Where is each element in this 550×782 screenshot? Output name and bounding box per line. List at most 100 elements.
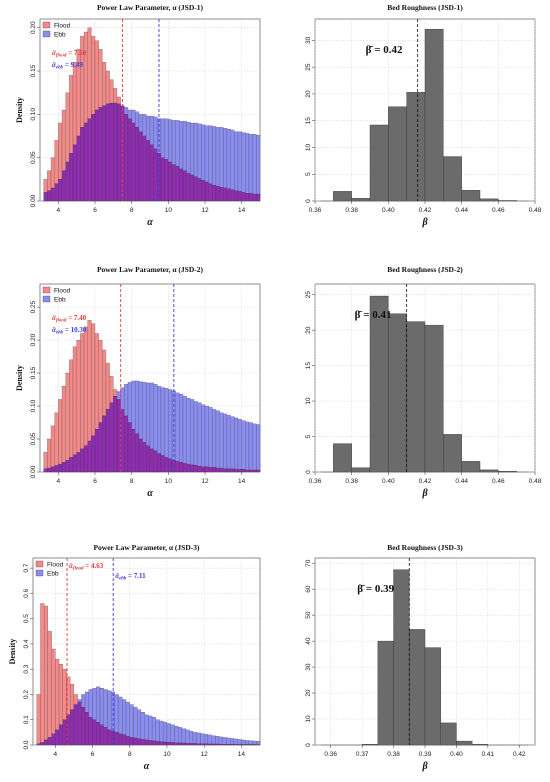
x-tick-label: 0.42: [419, 478, 432, 485]
bar-ebb: [144, 714, 149, 741]
bar-ebb: [77, 699, 82, 703]
y-tick-label: 0.05: [30, 432, 37, 445]
bar-ebb: [248, 422, 253, 471]
bar-ebb: [207, 734, 212, 745]
bar-flood: [58, 122, 63, 180]
bar-overlap: [65, 460, 70, 473]
x-tick-label: 0.44: [455, 207, 468, 214]
bar-ebb: [155, 719, 160, 742]
x-tick-label: 0.44: [455, 478, 468, 485]
bar-beta: [369, 295, 389, 473]
bar-beta: [351, 467, 371, 473]
bar-overlap: [72, 454, 77, 473]
bar-overlap: [83, 122, 88, 202]
bar-overlap: [118, 733, 123, 746]
bar-flood: [47, 631, 52, 738]
bar-overlap: [58, 724, 63, 746]
bar-overlap: [138, 131, 143, 202]
bar-overlap: [72, 144, 77, 202]
x-tick-label: 6: [93, 207, 97, 214]
bar-ebb: [168, 389, 173, 459]
bar-overlap: [83, 445, 88, 473]
bar-overlap: [204, 743, 209, 746]
bar-ebb: [129, 704, 134, 738]
bar-beta: [479, 198, 499, 202]
bar-flood: [69, 359, 74, 458]
bar-overlap: [114, 732, 119, 746]
y-tick-label: 0.20: [30, 333, 37, 346]
mean-symbol: ᾱ: [69, 562, 73, 570]
bar-flood: [58, 664, 63, 725]
bar-overlap: [159, 741, 164, 746]
bar-overlap: [58, 179, 63, 202]
bar-ebb: [248, 740, 253, 745]
bar-overlap: [248, 193, 253, 202]
panel-3: Power Law Parameter, α (JSD-2) Flood Ebb ᾱf…: [15, 265, 261, 499]
bar-ebb: [256, 741, 261, 745]
bar-overlap: [256, 193, 261, 202]
y-tick-label: 20: [305, 689, 312, 697]
bar-overlap: [182, 170, 187, 202]
bar-overlap: [153, 450, 158, 473]
bar-flood: [94, 333, 99, 430]
bar-ebb: [223, 413, 228, 469]
bar-flood: [113, 88, 118, 104]
bar-flood: [94, 40, 99, 111]
bar-overlap: [174, 742, 179, 746]
bar-ebb: [197, 123, 202, 179]
panel-title: Bed Roughness (JSD-1): [387, 3, 463, 12]
bar-flood: [65, 92, 70, 163]
bar-ebb: [197, 402, 202, 467]
bar-overlap: [84, 712, 89, 746]
bar-ebb: [138, 381, 143, 440]
bar-overlap: [69, 153, 74, 202]
bar-ebb: [157, 386, 162, 454]
bar-overlap: [193, 176, 198, 202]
bar-overlap: [94, 109, 99, 202]
bar-ebb: [201, 124, 206, 181]
bar-overlap: [99, 724, 104, 746]
bar-overlap: [230, 468, 235, 473]
y-tick-label: 0.10: [30, 399, 37, 412]
bar-overlap: [185, 743, 190, 746]
bar-overlap: [96, 722, 101, 746]
bar-overlap: [179, 168, 184, 202]
bar-overlap: [138, 438, 143, 473]
bar-beta: [424, 28, 444, 202]
x-tick-label: 0.46: [492, 478, 505, 485]
bar-overlap: [223, 187, 228, 202]
bar-ebb: [226, 415, 231, 469]
bar-overlap: [222, 744, 227, 746]
bar-ebb: [226, 128, 231, 189]
bar-flood: [40, 603, 45, 743]
y-tick-label: 0.4: [23, 639, 30, 648]
mean-subscript: flood: [73, 567, 84, 572]
beta-mean-annotation: β̄ = 0.39: [357, 583, 394, 595]
bar-ebb: [170, 724, 175, 743]
bar-overlap: [92, 719, 97, 746]
bar-flood: [47, 438, 52, 469]
bar-ebb: [114, 694, 119, 733]
bar-flood: [83, 326, 88, 446]
y-tick-label: 20: [305, 326, 312, 334]
y-tick-label: 50: [305, 611, 312, 619]
y-tick-label: 60: [305, 585, 312, 593]
bar-ebb: [237, 131, 242, 192]
bar-ebb: [124, 107, 129, 115]
y-tick-label: 0.20: [30, 21, 37, 34]
bar-overlap: [219, 467, 224, 473]
bar-ebb: [252, 740, 257, 745]
bar-ebb: [149, 115, 154, 145]
bar-overlap: [189, 743, 194, 746]
bar-ebb: [245, 133, 250, 194]
bar-overlap: [164, 457, 169, 473]
bar-flood: [50, 425, 55, 467]
bar-overlap: [241, 192, 246, 202]
bar-ebb: [241, 132, 246, 193]
bar-overlap: [127, 118, 132, 202]
bar-ebb: [219, 412, 224, 469]
legend-label-ebb: Ebb: [47, 571, 59, 578]
y-tick-label: 0.0: [23, 740, 30, 749]
bar-overlap: [252, 469, 257, 473]
bar-ebb: [222, 737, 227, 745]
